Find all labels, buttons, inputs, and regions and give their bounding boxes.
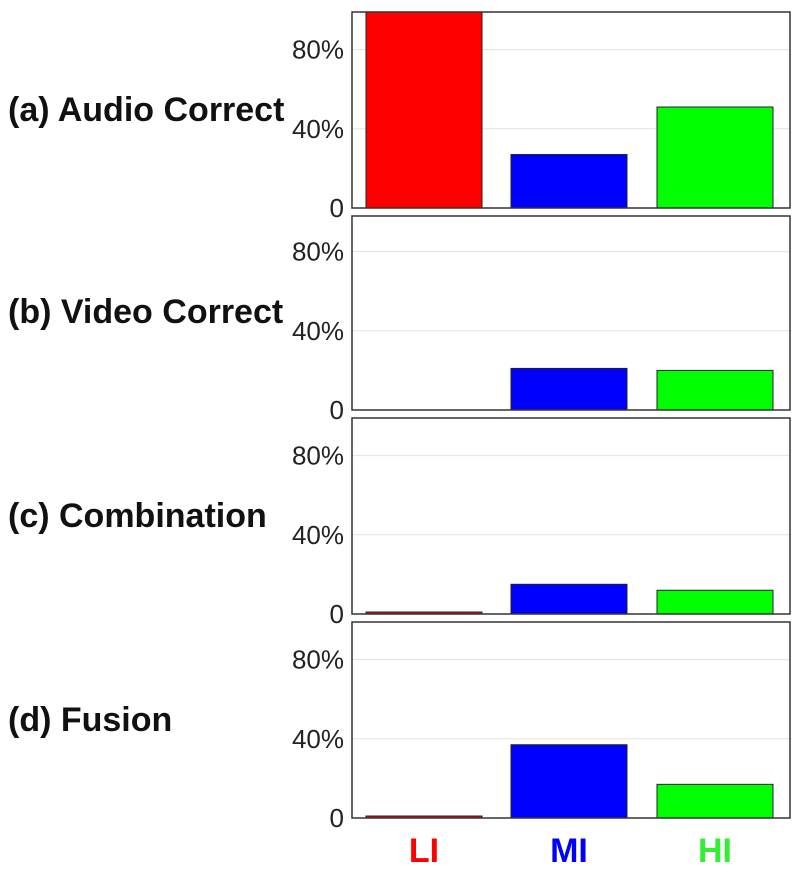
panel-title: (d) Fusion bbox=[8, 701, 172, 739]
panel-a: 0 40% 80% (a) Audio Correct bbox=[8, 11, 791, 223]
panel-frame bbox=[351, 215, 791, 411]
y-tick-label: 80% bbox=[292, 441, 344, 471]
bar-mi bbox=[510, 367, 628, 411]
bar-hi bbox=[656, 589, 774, 615]
panel-frame bbox=[351, 621, 791, 819]
y-tick-label: 80% bbox=[292, 237, 344, 267]
bar-hi bbox=[656, 783, 774, 819]
y-tick-label: 0 bbox=[330, 803, 344, 833]
category-label-hi: HI bbox=[698, 832, 732, 870]
y-tick-label: 0 bbox=[330, 193, 344, 223]
y-tick-label: 40% bbox=[292, 316, 344, 346]
y-tick-label: 80% bbox=[292, 645, 344, 675]
y-tick-label: 80% bbox=[292, 35, 344, 65]
bar-mi bbox=[510, 154, 628, 209]
y-tick-label: 40% bbox=[292, 724, 344, 754]
panel-b: 0 40% 80% (b) Video Correct bbox=[8, 215, 791, 425]
bar-li bbox=[365, 11, 483, 209]
panel-frame bbox=[351, 417, 791, 615]
panel-frame bbox=[351, 11, 791, 209]
panel-title: (b) Video Correct bbox=[8, 293, 283, 331]
category-label-mi: MI bbox=[550, 832, 588, 870]
panel-c: 0 40% 80% (c) Combination bbox=[8, 417, 791, 629]
panel-title: (a) Audio Correct bbox=[8, 91, 284, 129]
panel-d: 0 40% 80% (d) Fusion bbox=[8, 621, 791, 833]
bar-mi bbox=[510, 583, 628, 615]
panel-title: (c) Combination bbox=[8, 497, 267, 535]
y-tick-label: 0 bbox=[330, 599, 344, 629]
bar-hi bbox=[656, 369, 774, 411]
y-tick-label: 40% bbox=[292, 114, 344, 144]
y-tick-label: 40% bbox=[292, 520, 344, 550]
bar-mi bbox=[510, 744, 628, 819]
category-label-li: LI bbox=[409, 832, 439, 870]
y-tick-label: 0 bbox=[330, 395, 344, 425]
bar-hi bbox=[656, 106, 774, 209]
